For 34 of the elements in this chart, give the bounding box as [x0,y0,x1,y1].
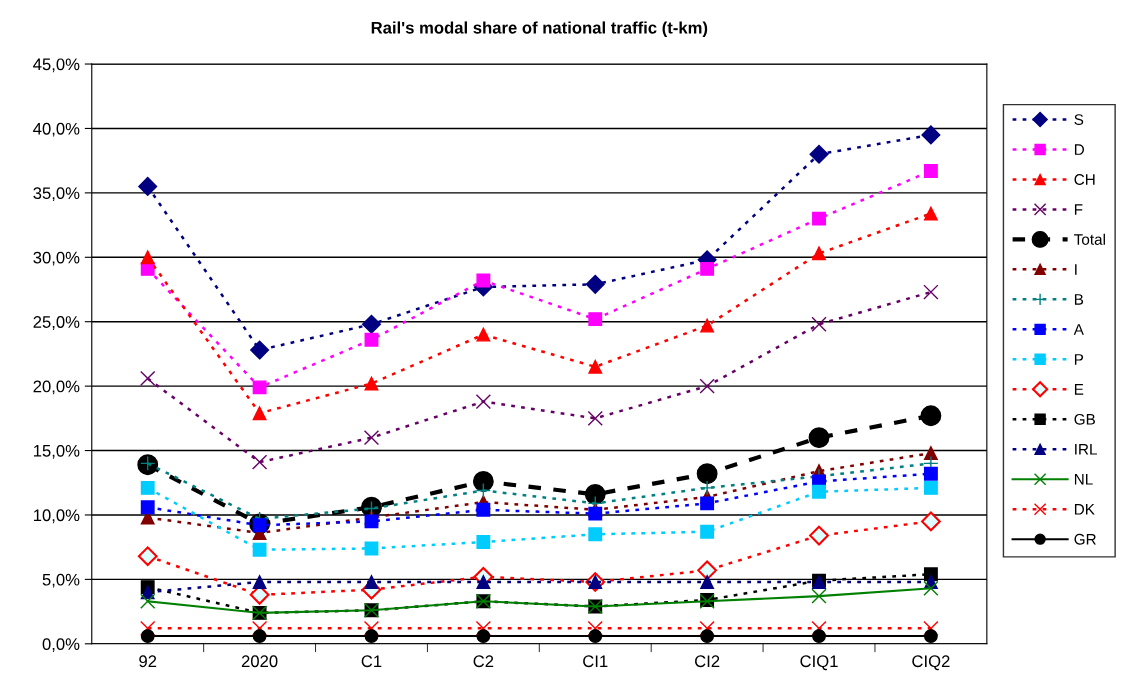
legend-label: S [1074,114,1084,125]
y-tick-label: 40,0% [33,122,80,137]
y-tick-label: 45,0% [33,58,80,73]
y-tick-label: 5,0% [42,573,80,588]
y-tick-label: 15,0% [33,444,80,459]
y-tick-label: 20,0% [33,380,80,395]
x-tick-label: C2 [473,655,494,668]
legend-label: D [1074,144,1085,155]
x-tick-label: C1 [361,655,382,668]
legend-label: P [1074,354,1084,365]
chart-title: Rail's modal share of national traffic (t-km) [371,21,708,37]
x-tick-label: CIQ2 [912,655,950,671]
legend-label: A [1073,324,1084,335]
legend-label: NL [1074,474,1093,485]
legend-label: B [1074,294,1084,305]
legend-label: IRL [1075,444,1097,455]
x-tick-label: CI2 [695,655,720,668]
x-tick-label: 2020 [241,655,278,668]
legend-label: GR [1074,533,1096,545]
x-tick-label: CI1 [583,655,608,668]
legend-label: DK [1074,504,1095,515]
y-tick-label: 10,0% [33,509,80,524]
legend-label: CH [1074,174,1095,185]
y-tick-label: 25,0% [33,316,80,330]
legend-label: F [1074,204,1083,215]
y-tick-label: 0,0% [42,638,80,652]
x-tick-label: CIQ1 [800,655,838,671]
legend-label: GB [1074,413,1095,425]
x-tick-label: 92 [139,655,157,668]
y-tick-label: 35,0% [33,187,80,202]
y-tick-label: 30,0% [33,251,80,266]
legend-label: Total [1074,233,1105,245]
legend-label: E [1074,384,1084,395]
legend-label: I [1075,264,1077,275]
